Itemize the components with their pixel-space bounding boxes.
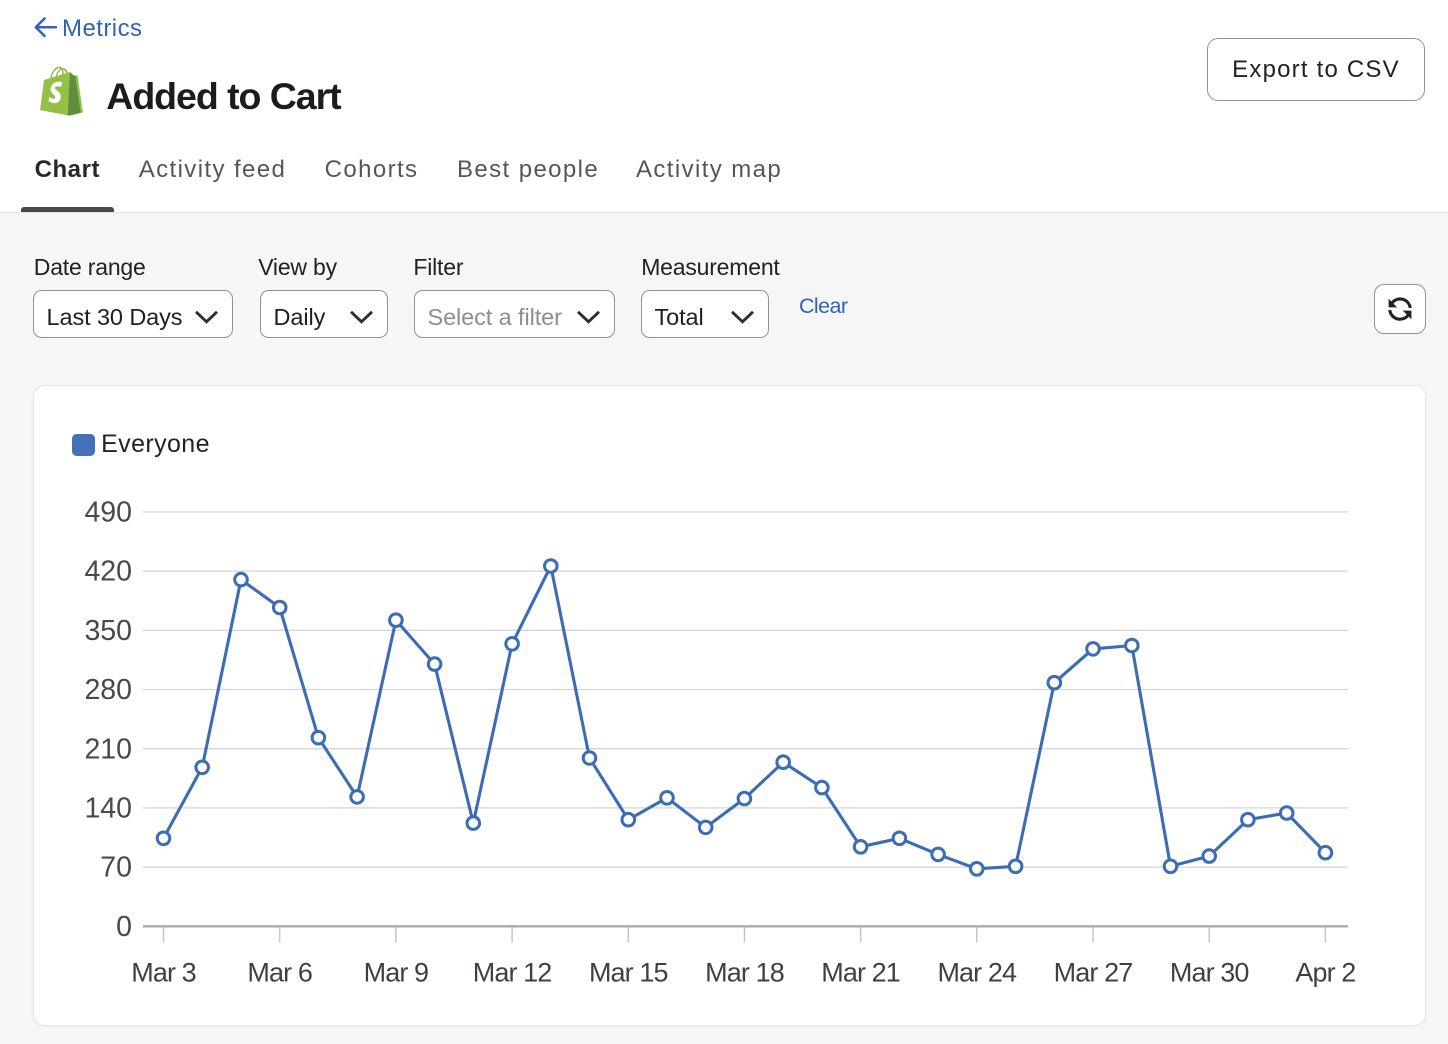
svg-text:Mar 30: Mar 30: [1170, 958, 1249, 988]
svg-text:Mar 27: Mar 27: [1054, 958, 1133, 988]
svg-text:140: 140: [84, 793, 132, 825]
svg-text:350: 350: [84, 615, 132, 647]
svg-text:70: 70: [100, 852, 132, 884]
svg-text:210: 210: [84, 733, 132, 765]
svg-text:Mar 6: Mar 6: [247, 958, 312, 988]
svg-text:0: 0: [116, 911, 132, 943]
svg-text:Mar 24: Mar 24: [937, 958, 1017, 988]
svg-text:490: 490: [84, 497, 132, 529]
svg-text:Mar 21: Mar 21: [821, 958, 900, 988]
svg-text:Apr 2: Apr 2: [1295, 958, 1355, 988]
svg-text:420: 420: [84, 556, 132, 588]
svg-text:Mar 12: Mar 12: [473, 958, 552, 988]
svg-text:Mar 18: Mar 18: [705, 958, 784, 988]
svg-text:280: 280: [84, 674, 132, 706]
svg-text:Mar 3: Mar 3: [131, 958, 196, 988]
svg-text:Mar 15: Mar 15: [589, 958, 668, 988]
svg-text:Mar 9: Mar 9: [364, 958, 429, 988]
